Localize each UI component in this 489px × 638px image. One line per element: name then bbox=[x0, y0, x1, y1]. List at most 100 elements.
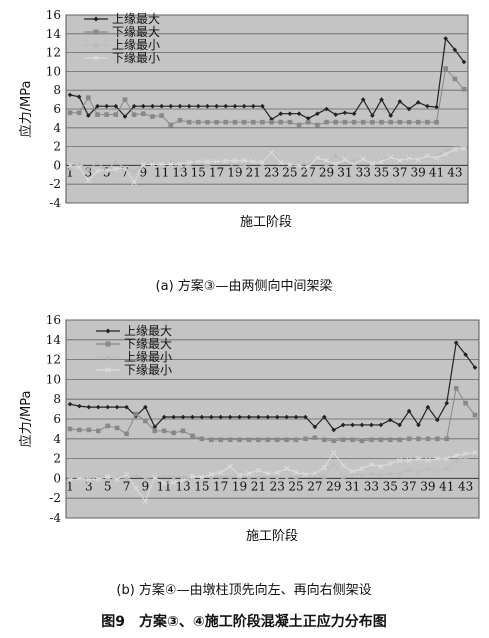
data-point bbox=[268, 149, 275, 155]
data-point bbox=[113, 103, 119, 109]
data-point bbox=[67, 165, 73, 171]
data-point bbox=[435, 468, 440, 473]
data-point bbox=[260, 119, 265, 125]
data-point bbox=[95, 476, 101, 483]
data-point bbox=[227, 463, 233, 470]
data-point bbox=[208, 437, 214, 443]
data-point bbox=[452, 47, 458, 53]
data-point bbox=[443, 148, 448, 153]
data-point bbox=[260, 162, 265, 167]
data-point bbox=[199, 436, 205, 442]
data-point bbox=[133, 485, 139, 491]
data-point bbox=[161, 414, 167, 420]
data-point bbox=[443, 66, 448, 71]
data-point bbox=[342, 160, 348, 165]
data-point bbox=[114, 476, 120, 483]
caption-b: (b) 方案④—由墩柱顶先向左、再向右侧架设 bbox=[116, 582, 371, 598]
data-point bbox=[425, 404, 431, 410]
data-point bbox=[387, 417, 393, 423]
data-point bbox=[199, 414, 205, 420]
data-point bbox=[351, 119, 357, 125]
data-point bbox=[396, 457, 403, 464]
x-tick-label: 27 bbox=[301, 166, 316, 180]
data-point bbox=[67, 401, 73, 407]
data-point bbox=[133, 411, 139, 417]
data-point bbox=[67, 426, 73, 432]
data-point bbox=[397, 422, 402, 428]
data-point bbox=[246, 414, 252, 420]
data-point bbox=[131, 103, 137, 109]
data-point bbox=[246, 470, 252, 477]
data-point bbox=[205, 119, 210, 125]
series-group-a bbox=[67, 36, 467, 185]
x-tick-label: 23 bbox=[264, 166, 279, 180]
data-point bbox=[434, 119, 439, 125]
x-tick-label: 39 bbox=[411, 166, 426, 180]
y-tick-label: 16 bbox=[46, 313, 61, 327]
data-point bbox=[113, 166, 119, 172]
data-point bbox=[152, 474, 158, 481]
data-point bbox=[131, 168, 137, 174]
data-point bbox=[303, 414, 308, 420]
data-point bbox=[287, 161, 293, 168]
data-point bbox=[199, 474, 205, 481]
data-point bbox=[388, 113, 393, 118]
data-point bbox=[425, 154, 430, 160]
data-point bbox=[342, 110, 348, 116]
data-point bbox=[340, 462, 346, 469]
data-point bbox=[103, 167, 110, 173]
data-point bbox=[105, 475, 110, 480]
data-point bbox=[218, 437, 223, 443]
data-point bbox=[124, 431, 129, 437]
data-point bbox=[218, 474, 223, 479]
x-tick-label: 5 bbox=[104, 479, 112, 493]
y-tick-label: -4 bbox=[49, 196, 61, 210]
legend-marker bbox=[105, 354, 111, 360]
x-tick-label: 31 bbox=[345, 479, 360, 493]
x-tick-label: 15 bbox=[194, 479, 209, 493]
data-point bbox=[223, 103, 229, 109]
data-point bbox=[159, 164, 164, 170]
data-point bbox=[305, 116, 311, 121]
x-tick-label: 31 bbox=[337, 166, 352, 180]
data-point bbox=[312, 435, 318, 441]
x-tick-label: 27 bbox=[307, 479, 322, 493]
data-point bbox=[303, 473, 308, 478]
data-point bbox=[269, 119, 274, 125]
caption-a: (a) 方案③—由两侧向中间架梁 bbox=[156, 278, 333, 294]
data-point bbox=[177, 103, 183, 109]
data-point bbox=[350, 471, 355, 476]
y-tick-label: -2 bbox=[49, 177, 61, 191]
x-tick-label: 15 bbox=[191, 166, 206, 180]
data-point bbox=[105, 404, 110, 410]
data-point bbox=[246, 475, 252, 480]
data-point bbox=[370, 113, 375, 118]
data-point bbox=[218, 469, 224, 476]
data-point bbox=[143, 404, 148, 410]
data-point bbox=[453, 458, 459, 463]
data-point bbox=[416, 436, 421, 442]
data-point bbox=[265, 414, 271, 420]
legend-marker bbox=[105, 328, 111, 334]
data-point bbox=[305, 164, 311, 170]
data-point bbox=[123, 471, 130, 478]
data-point bbox=[76, 110, 82, 116]
data-point bbox=[180, 474, 186, 479]
data-point bbox=[425, 466, 431, 471]
data-point bbox=[452, 146, 458, 153]
data-point bbox=[350, 437, 355, 443]
data-point bbox=[444, 436, 450, 442]
data-point bbox=[180, 477, 186, 484]
data-point bbox=[472, 452, 478, 457]
data-point bbox=[143, 476, 148, 481]
data-point bbox=[77, 403, 82, 409]
data-point bbox=[296, 122, 302, 128]
x-tick-label: 43 bbox=[447, 166, 462, 180]
data-point bbox=[370, 119, 375, 125]
data-point bbox=[415, 100, 421, 105]
data-point bbox=[86, 404, 92, 410]
legend-marker bbox=[93, 42, 99, 48]
legend-label: 下缘最大 bbox=[112, 25, 160, 39]
x-tick-label: 13 bbox=[175, 479, 190, 493]
